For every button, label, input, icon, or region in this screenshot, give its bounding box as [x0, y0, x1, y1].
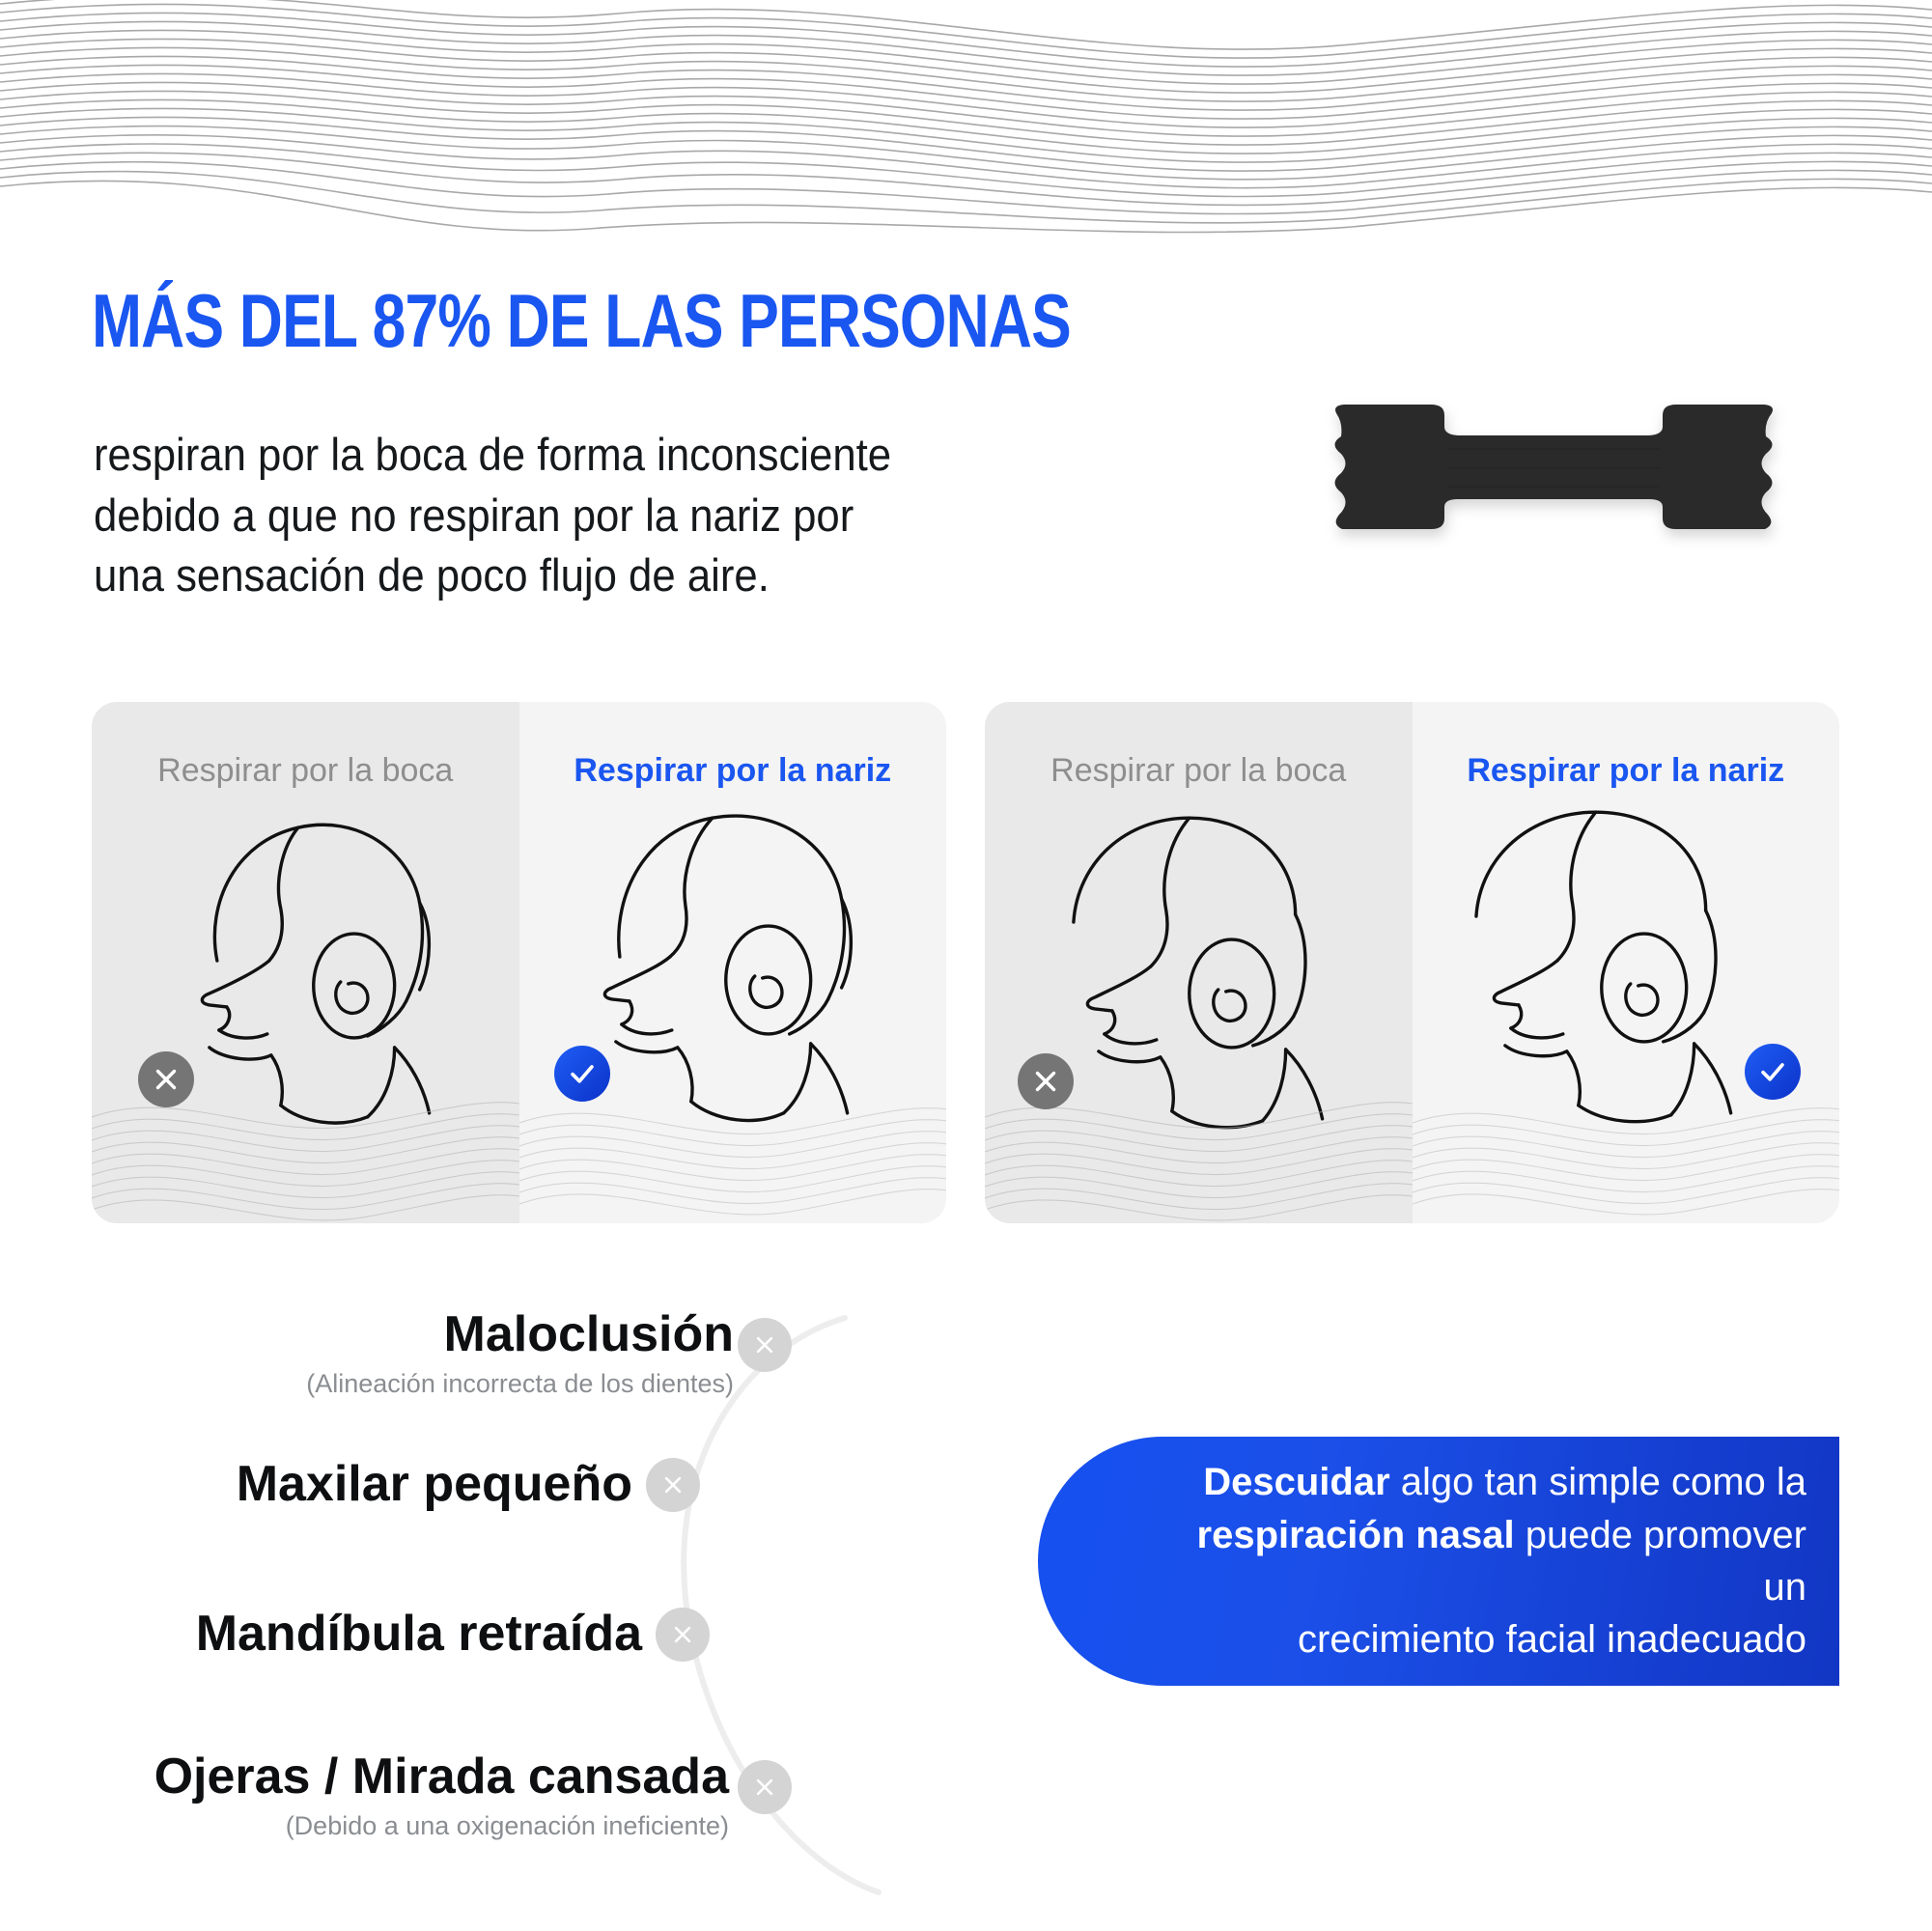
symptom-text: Mandíbula retraída — [196, 1608, 642, 1661]
status-badge-x — [138, 1051, 194, 1107]
panel-label: Respirar por la nariz — [574, 752, 892, 789]
comparison-cards: Respirar por la boca — [92, 702, 1839, 1223]
panel-label: Respirar por la boca — [157, 752, 454, 789]
panel-wave-decoration — [985, 1078, 1413, 1223]
symptom-badge-x — [646, 1458, 700, 1512]
close-icon — [756, 1336, 773, 1354]
symptom-subtitle: (Alineación incorrecta de los dientes) — [306, 1368, 734, 1398]
symptom-title: Maloclusión — [443, 1306, 734, 1362]
callout-rest-2: puede promover un — [1514, 1513, 1806, 1609]
symptom-text: Ojeras / Mirada cansada (Debido a una ox… — [154, 1750, 729, 1841]
callout-box: Descuidar algo tan simple como la respir… — [1038, 1437, 1839, 1686]
symptom-badge-x — [656, 1608, 710, 1662]
callout-bold-2: respiración nasal — [1196, 1513, 1515, 1556]
close-icon — [155, 1069, 177, 1090]
check-icon — [570, 1065, 594, 1083]
status-badge-check — [1745, 1044, 1801, 1100]
panel-nose-breathing: Respirar por la nariz — [1412, 702, 1839, 1223]
face-profile-nose-breather-icon — [1473, 810, 1732, 1124]
panel-nose-breathing: Respirar por la nariz — [518, 702, 946, 1223]
close-icon — [1035, 1071, 1056, 1092]
page-subtitle: respiran por la boca de forma inconscien… — [94, 429, 892, 601]
callout-line-3: crecimiento facial inadecuado — [1298, 1618, 1806, 1662]
panel-wave-decoration — [1412, 1078, 1839, 1223]
panel-label: Respirar por la nariz — [1467, 752, 1785, 789]
face-profile-mouth-breather-icon — [200, 823, 432, 1125]
symptom-text: Maloclusión (Alineación incorrecta de lo… — [306, 1308, 734, 1399]
callout-bold-1: Descuidar — [1203, 1461, 1390, 1504]
panel-mouth-breathing: Respirar por la boca — [92, 702, 519, 1223]
symptom-badge-x — [738, 1318, 792, 1372]
symptom-title: Maxilar pequeño — [236, 1456, 632, 1512]
status-badge-check — [553, 1046, 610, 1102]
symptoms-list: Maloclusión (Alineación incorrecta de lo… — [0, 1308, 975, 1907]
symptom-title: Ojeras / Mirada cansada — [154, 1749, 729, 1805]
list-item: Ojeras / Mirada cansada (Debido a una ox… — [0, 1750, 975, 1841]
list-item: Mandíbula retraída — [0, 1608, 975, 1662]
list-item: Maxilar pequeño — [0, 1458, 975, 1512]
panel-wave-decoration — [92, 1078, 519, 1223]
callout-rest-1: algo tan simple como la — [1389, 1461, 1806, 1504]
page-title: MÁS DEL 87% DE LAS PERSONAS — [92, 278, 1072, 363]
mouth-tape-strip-icon — [1334, 405, 1773, 529]
close-icon — [756, 1778, 773, 1796]
product-image-mouth-tape — [1284, 367, 1825, 574]
face-profile-mouth-breather-icon — [1072, 816, 1325, 1130]
symptom-title: Mandíbula retraída — [195, 1606, 642, 1662]
wave-lines-svg — [0, 0, 1932, 234]
status-badge-x — [1018, 1053, 1074, 1109]
face-profile-nose-breather-icon — [602, 814, 853, 1123]
list-item: Maloclusión (Alineación incorrecta de lo… — [0, 1308, 975, 1399]
callout-text: Descuidar algo tan simple como la respir… — [1154, 1456, 1806, 1666]
check-icon — [1761, 1063, 1784, 1081]
symptom-badge-x — [738, 1760, 792, 1814]
close-icon — [664, 1476, 682, 1494]
close-icon — [674, 1626, 691, 1643]
panel-label: Respirar por la boca — [1050, 752, 1347, 789]
comparison-card: Respirar por la boca — [92, 702, 946, 1223]
symptom-subtitle: (Debido a una oxigenación ineficiente) — [285, 1810, 729, 1840]
symptom-text: Maxilar pequeño — [237, 1458, 632, 1511]
top-wave-decoration — [0, 0, 1932, 241]
comparison-card: Respirar por la boca — [985, 702, 1839, 1223]
panel-wave-decoration — [518, 1078, 946, 1223]
panel-mouth-breathing: Respirar por la boca — [985, 702, 1413, 1223]
